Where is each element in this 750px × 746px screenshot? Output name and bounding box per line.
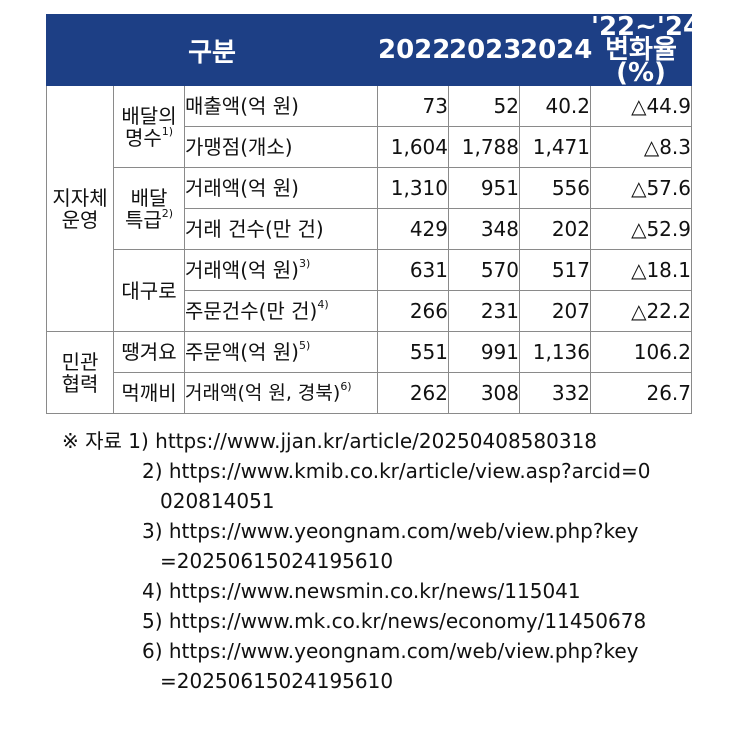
- value-2022: 429: [377, 208, 449, 250]
- value-2024: 556: [519, 167, 591, 209]
- source-link[interactable]: 6) https://www.yeongnam.com/web/view.php…: [142, 639, 639, 663]
- item-label: 거래 건수(만 건): [184, 208, 378, 250]
- table-row: 주문건수(만 건)4) 266 231 207 △22.2: [47, 290, 692, 332]
- value-2022: 262: [377, 372, 449, 414]
- header-rate-period: '22~'24: [591, 11, 702, 42]
- source-note-6-cont: =20250615024195610: [62, 666, 650, 696]
- footnote-marker: 2): [161, 206, 174, 220]
- sub-ddaenggyeoyo: 땡겨요: [113, 331, 185, 373]
- source-note-1: ※ 자료 1) https://www.jjan.kr/article/2025…: [62, 426, 650, 456]
- item-label: 주문건수(만 건)4): [184, 290, 378, 332]
- value-2024: 1,136: [519, 331, 591, 373]
- value-2024: 517: [519, 249, 591, 291]
- source-note-3: 3) https://www.yeongnam.com/web/view.php…: [62, 516, 650, 546]
- item-label: 거래액(억 원)3): [184, 249, 378, 291]
- value-2022: 1,310: [377, 167, 449, 209]
- source-link[interactable]: 5) https://www.mk.co.kr/news/economy/114…: [142, 609, 647, 633]
- source-link-continuation[interactable]: 020814051: [160, 489, 275, 513]
- source-note-2: 2) https://www.kmib.co.kr/article/view.a…: [62, 456, 650, 486]
- value-change-rate: △52.9: [590, 208, 692, 250]
- value-2022: 631: [377, 249, 449, 291]
- value-2022: 551: [377, 331, 449, 373]
- footnote-marker: 4): [317, 298, 329, 312]
- value-2024: 202: [519, 208, 591, 250]
- value-2022: 1,604: [377, 126, 449, 168]
- source-link[interactable]: 4) https://www.newsmin.co.kr/news/115041: [142, 579, 581, 603]
- source-note-4: 4) https://www.newsmin.co.kr/news/115041: [62, 576, 650, 606]
- table-row: 지자체 운영 배달의 명수1) 매출액(억 원) 73 52 40.2 △44.…: [46, 85, 692, 332]
- source-note-2-cont: 020814051: [62, 486, 650, 516]
- source-link[interactable]: 2) https://www.kmib.co.kr/article/view.a…: [142, 459, 651, 483]
- item-label: 매출액(억 원): [184, 85, 378, 127]
- table-row: 민관 협력 땡겨요 주문액(억 원)5) 551 991 1,136 106.2: [46, 331, 692, 414]
- value-2022: 73: [377, 85, 449, 127]
- value-2023: 52: [448, 85, 520, 127]
- source-notes: ※ 자료 1) https://www.jjan.kr/article/2025…: [62, 426, 650, 696]
- item-label: 거래액(억 원, 경북)6): [184, 372, 378, 414]
- footnote-marker: 3): [298, 257, 311, 271]
- value-2024: 332: [519, 372, 591, 414]
- source-link-continuation[interactable]: =20250615024195610: [160, 669, 394, 693]
- value-2023: 991: [448, 331, 520, 373]
- value-change-rate: △44.9: [590, 85, 692, 127]
- value-change-rate: 106.2: [590, 331, 692, 373]
- source-link-continuation[interactable]: =20250615024195610: [160, 549, 394, 573]
- item-label: 주문액(억 원)5): [184, 331, 378, 373]
- item-label: 거래액(억 원): [184, 167, 378, 209]
- value-2023: 951: [448, 167, 520, 209]
- value-change-rate: △18.1: [590, 249, 692, 291]
- table-row: 가맹점(개소) 1,604 1,788 1,471 △8.3: [47, 126, 692, 168]
- table-row: 거래 건수(만 건) 429 348 202 △52.9: [47, 208, 692, 250]
- value-2023: 231: [448, 290, 520, 332]
- source-link[interactable]: 1) https://www.jjan.kr/article/202504085…: [128, 429, 598, 453]
- value-change-rate: △22.2: [590, 290, 692, 332]
- sub-baedal-teukgeup: 배달 특급2): [113, 167, 185, 250]
- header-rate-label: 변화율(%): [605, 34, 677, 88]
- value-change-rate: △57.6: [590, 167, 692, 209]
- value-change-rate: △8.3: [590, 126, 692, 168]
- table-row: 배달 특급2) 거래액(억 원) 1,310 951 556 △57.6: [47, 167, 692, 250]
- header-2024: 2024: [519, 14, 592, 86]
- header-2023: 2023: [448, 14, 521, 86]
- source-note-3-cont: =20250615024195610: [62, 546, 650, 576]
- value-2024: 207: [519, 290, 591, 332]
- value-2023: 308: [448, 372, 520, 414]
- header-row: 구분 2022 2023 2024 '22~'24 변화율(%): [46, 11, 702, 88]
- value-2024: 1,471: [519, 126, 591, 168]
- sub-meokkaebi: 먹깨비: [113, 372, 185, 414]
- footnote-marker: 6): [340, 379, 352, 393]
- value-2024: 40.2: [519, 85, 591, 127]
- group-public-private: 민관 협력: [46, 331, 114, 414]
- value-change-rate: 26.7: [590, 372, 692, 414]
- source-note-5: 5) https://www.mk.co.kr/news/economy/114…: [62, 606, 650, 636]
- value-2023: 1,788: [448, 126, 520, 168]
- value-2023: 570: [448, 249, 520, 291]
- sub-baedal-myeongsu: 배달의 명수1): [113, 85, 185, 168]
- group-local-government: 지자체 운영: [46, 85, 114, 332]
- table-row: 먹깨비 거래액(억 원, 경북)6) 262 308 332 26.7: [47, 372, 692, 414]
- footnote-marker: 1): [161, 124, 174, 138]
- table-row: 대구로 거래액(억 원)3) 631 570 517 △18.1: [47, 249, 692, 332]
- footnote-marker: 5): [298, 339, 311, 353]
- item-label: 가맹점(개소): [184, 126, 378, 168]
- statistics-table: 구분 2022 2023 2024 '22~'24 변화율(%) 지자체 운영 …: [46, 11, 702, 414]
- source-prefix: ※ 자료: [62, 429, 122, 453]
- source-link[interactable]: 3) https://www.yeongnam.com/web/view.php…: [142, 519, 639, 543]
- header-category: 구분: [46, 14, 378, 86]
- sub-daeguro: 대구로: [113, 249, 185, 332]
- header-2022: 2022: [377, 14, 450, 86]
- source-note-6: 6) https://www.yeongnam.com/web/view.php…: [62, 636, 650, 666]
- value-2023: 348: [448, 208, 520, 250]
- value-2022: 266: [377, 290, 449, 332]
- header-change-rate: '22~'24 변화율(%): [590, 11, 702, 88]
